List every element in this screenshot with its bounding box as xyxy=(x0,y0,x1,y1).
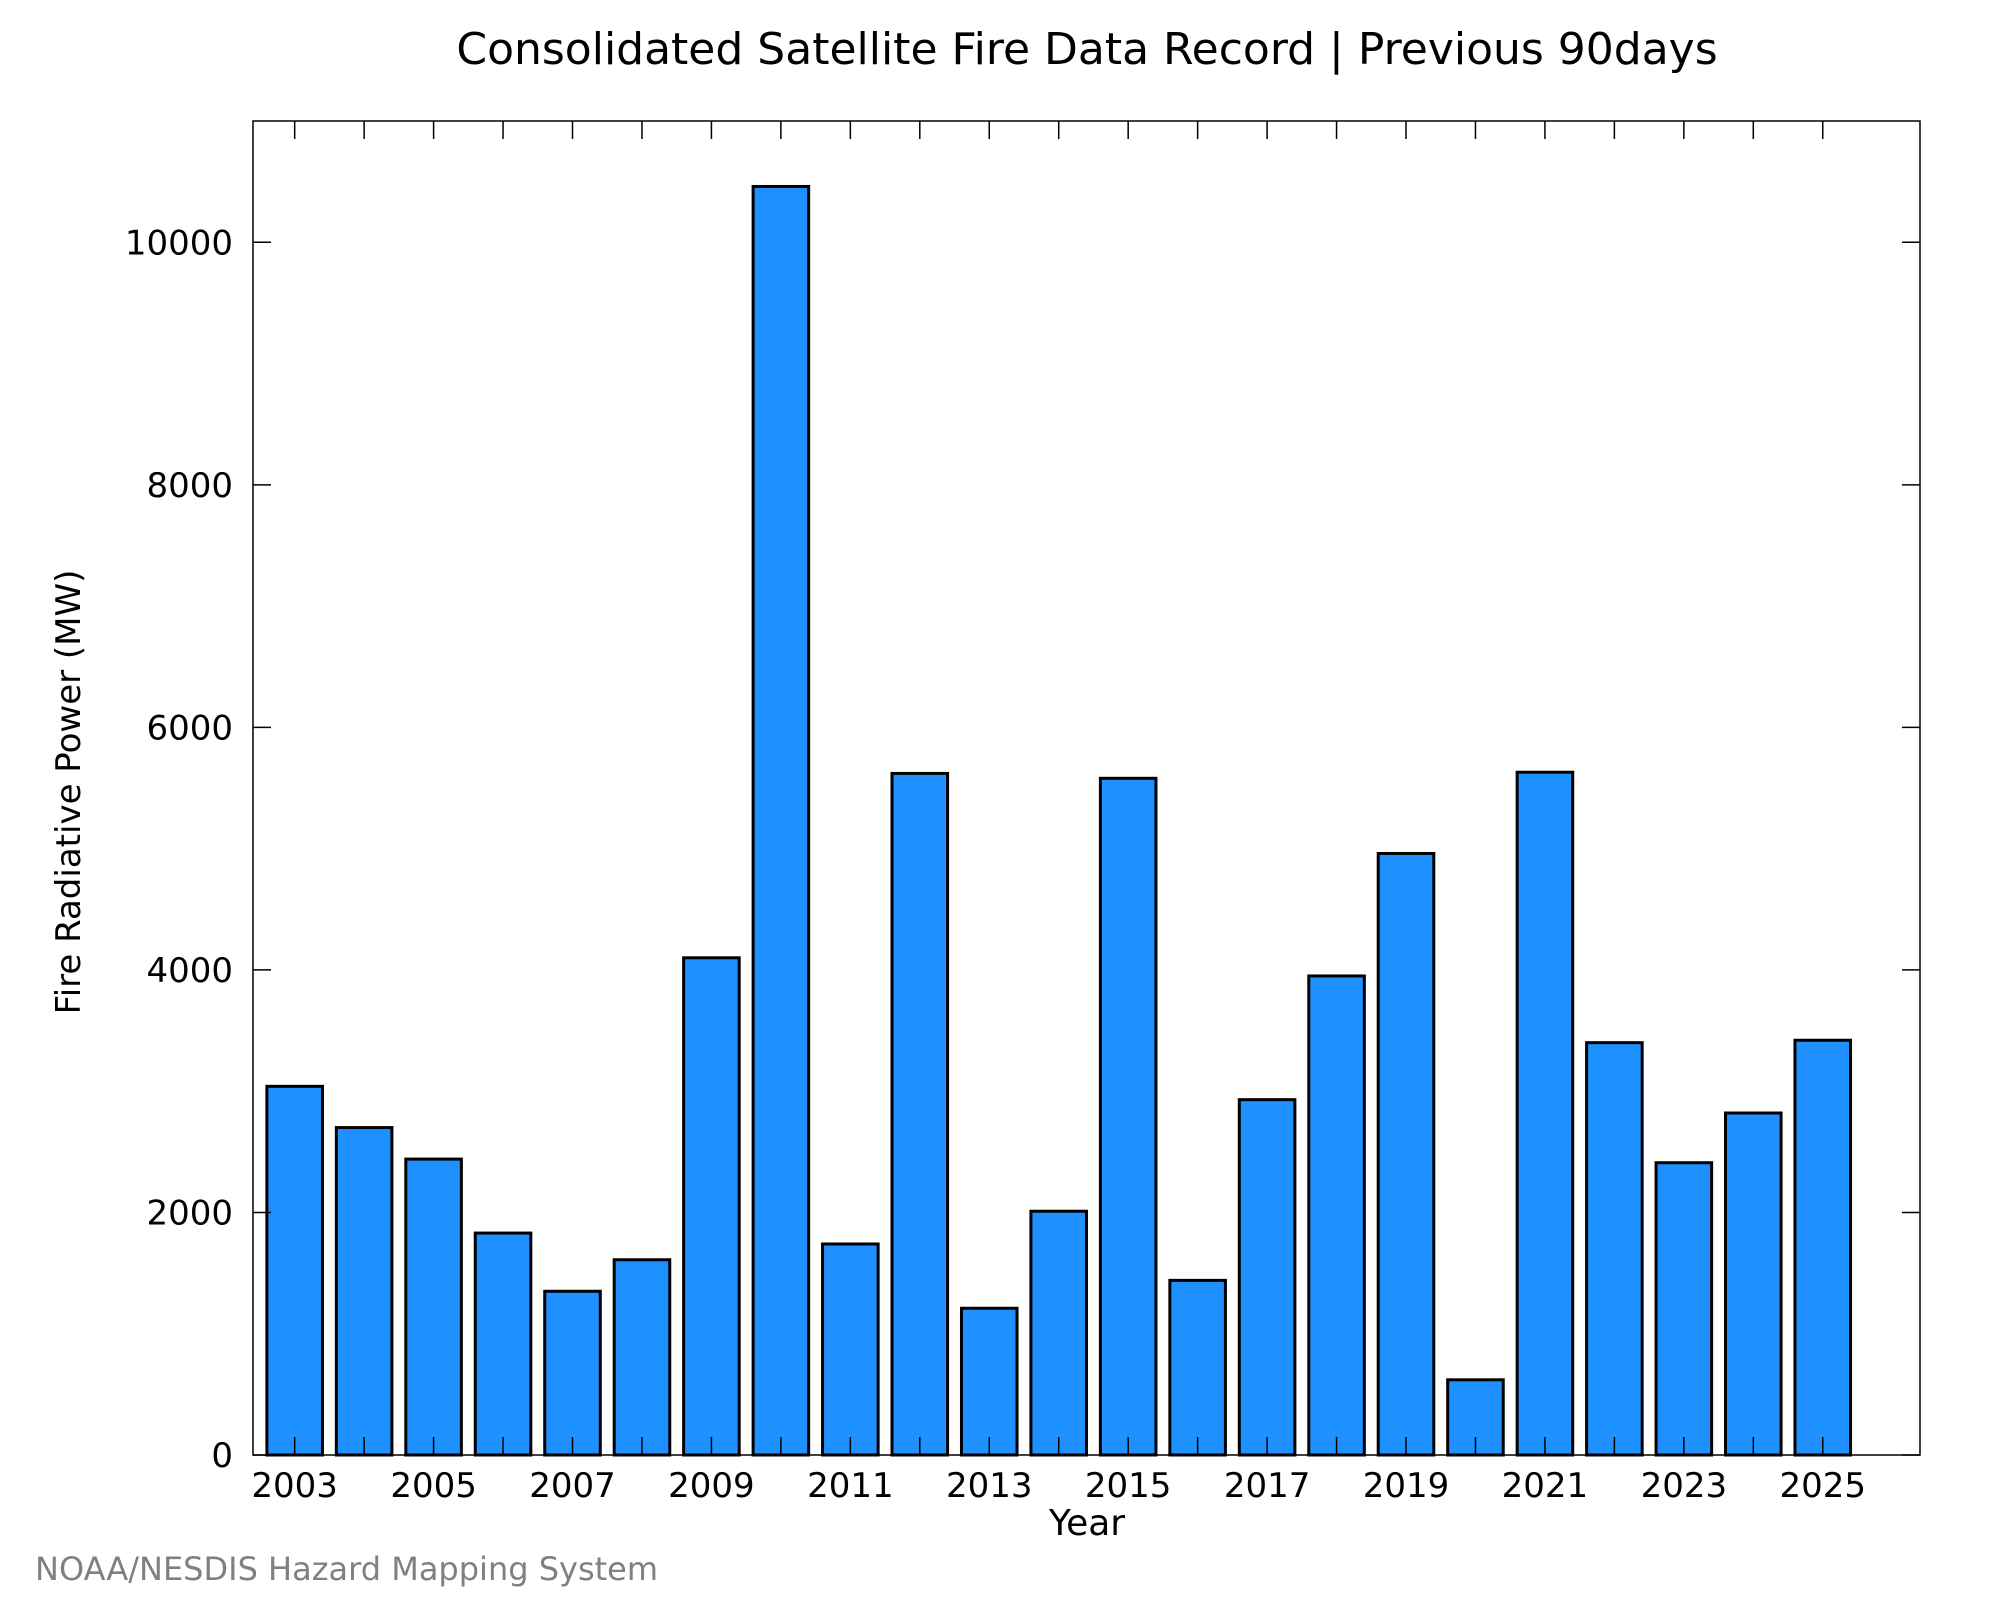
y-tick-label-6000: 6000 xyxy=(146,708,233,748)
y-axis-label: Fire Radiative Power (MW) xyxy=(49,570,89,1015)
bar-2009 xyxy=(682,956,741,1457)
bar-2017 xyxy=(1237,1098,1297,1457)
y-tick-label-0: 0 xyxy=(211,1436,233,1476)
y-tick-label-4000: 4000 xyxy=(146,951,233,991)
y-tick-label-8000: 8000 xyxy=(146,466,233,506)
y-tick-label-2000: 2000 xyxy=(146,1193,233,1233)
x-axis-label: Year xyxy=(1048,1503,1125,1544)
x-tick-label-2003: 2003 xyxy=(251,1466,338,1506)
x-tick-label-2005: 2005 xyxy=(390,1466,477,1506)
bar-2025 xyxy=(1793,1038,1853,1457)
bar-2011 xyxy=(821,1242,880,1457)
bar-2007 xyxy=(543,1289,602,1457)
x-tick-label-2019: 2019 xyxy=(1363,1466,1450,1506)
bar-2023 xyxy=(1654,1161,1714,1457)
plot-area: 0 2000 4000 6000 8000 10000 2003 2005 2007 2009 20… xyxy=(125,120,1921,1506)
plot-frame xyxy=(252,120,1921,1456)
x-tick-label-2015: 2015 xyxy=(1085,1466,1172,1506)
bar-2003 xyxy=(265,1084,324,1457)
x-tick-label-2023: 2023 xyxy=(1641,1466,1728,1506)
y-tick-label-10000: 10000 xyxy=(125,223,233,263)
bar-2018 xyxy=(1307,974,1366,1457)
x-tick-label-2021: 2021 xyxy=(1502,1466,1589,1506)
bar-2021 xyxy=(1515,770,1575,1457)
bar-2019 xyxy=(1376,851,1436,1457)
chart-title: Consolidated Satellite Fire Data Record … xyxy=(456,24,1717,75)
x-tick-label-2009: 2009 xyxy=(668,1466,755,1506)
bar-2005 xyxy=(404,1157,463,1457)
x-tick-label-2011: 2011 xyxy=(807,1466,894,1506)
bar-2013 xyxy=(959,1306,1019,1457)
x-tick-label-2025: 2025 xyxy=(1779,1466,1866,1506)
bar-2004 xyxy=(334,1126,394,1457)
bar-2008 xyxy=(612,1258,672,1457)
bar-2015 xyxy=(1098,776,1158,1457)
bar-2006 xyxy=(473,1231,533,1457)
x-tick-label-2017: 2017 xyxy=(1224,1466,1311,1506)
bar-2024 xyxy=(1724,1111,1783,1457)
bar-2016 xyxy=(1168,1278,1227,1457)
x-tick-label-2013: 2013 xyxy=(946,1466,1033,1506)
bar-2014 xyxy=(1029,1209,1089,1457)
bar-2010 xyxy=(751,184,811,1457)
bar-2012 xyxy=(890,771,950,1457)
credit-text: NOAA/NESDIS Hazard Mapping System xyxy=(35,1550,658,1588)
x-tick-label-2007: 2007 xyxy=(529,1466,616,1506)
bar-2022 xyxy=(1585,1041,1644,1457)
